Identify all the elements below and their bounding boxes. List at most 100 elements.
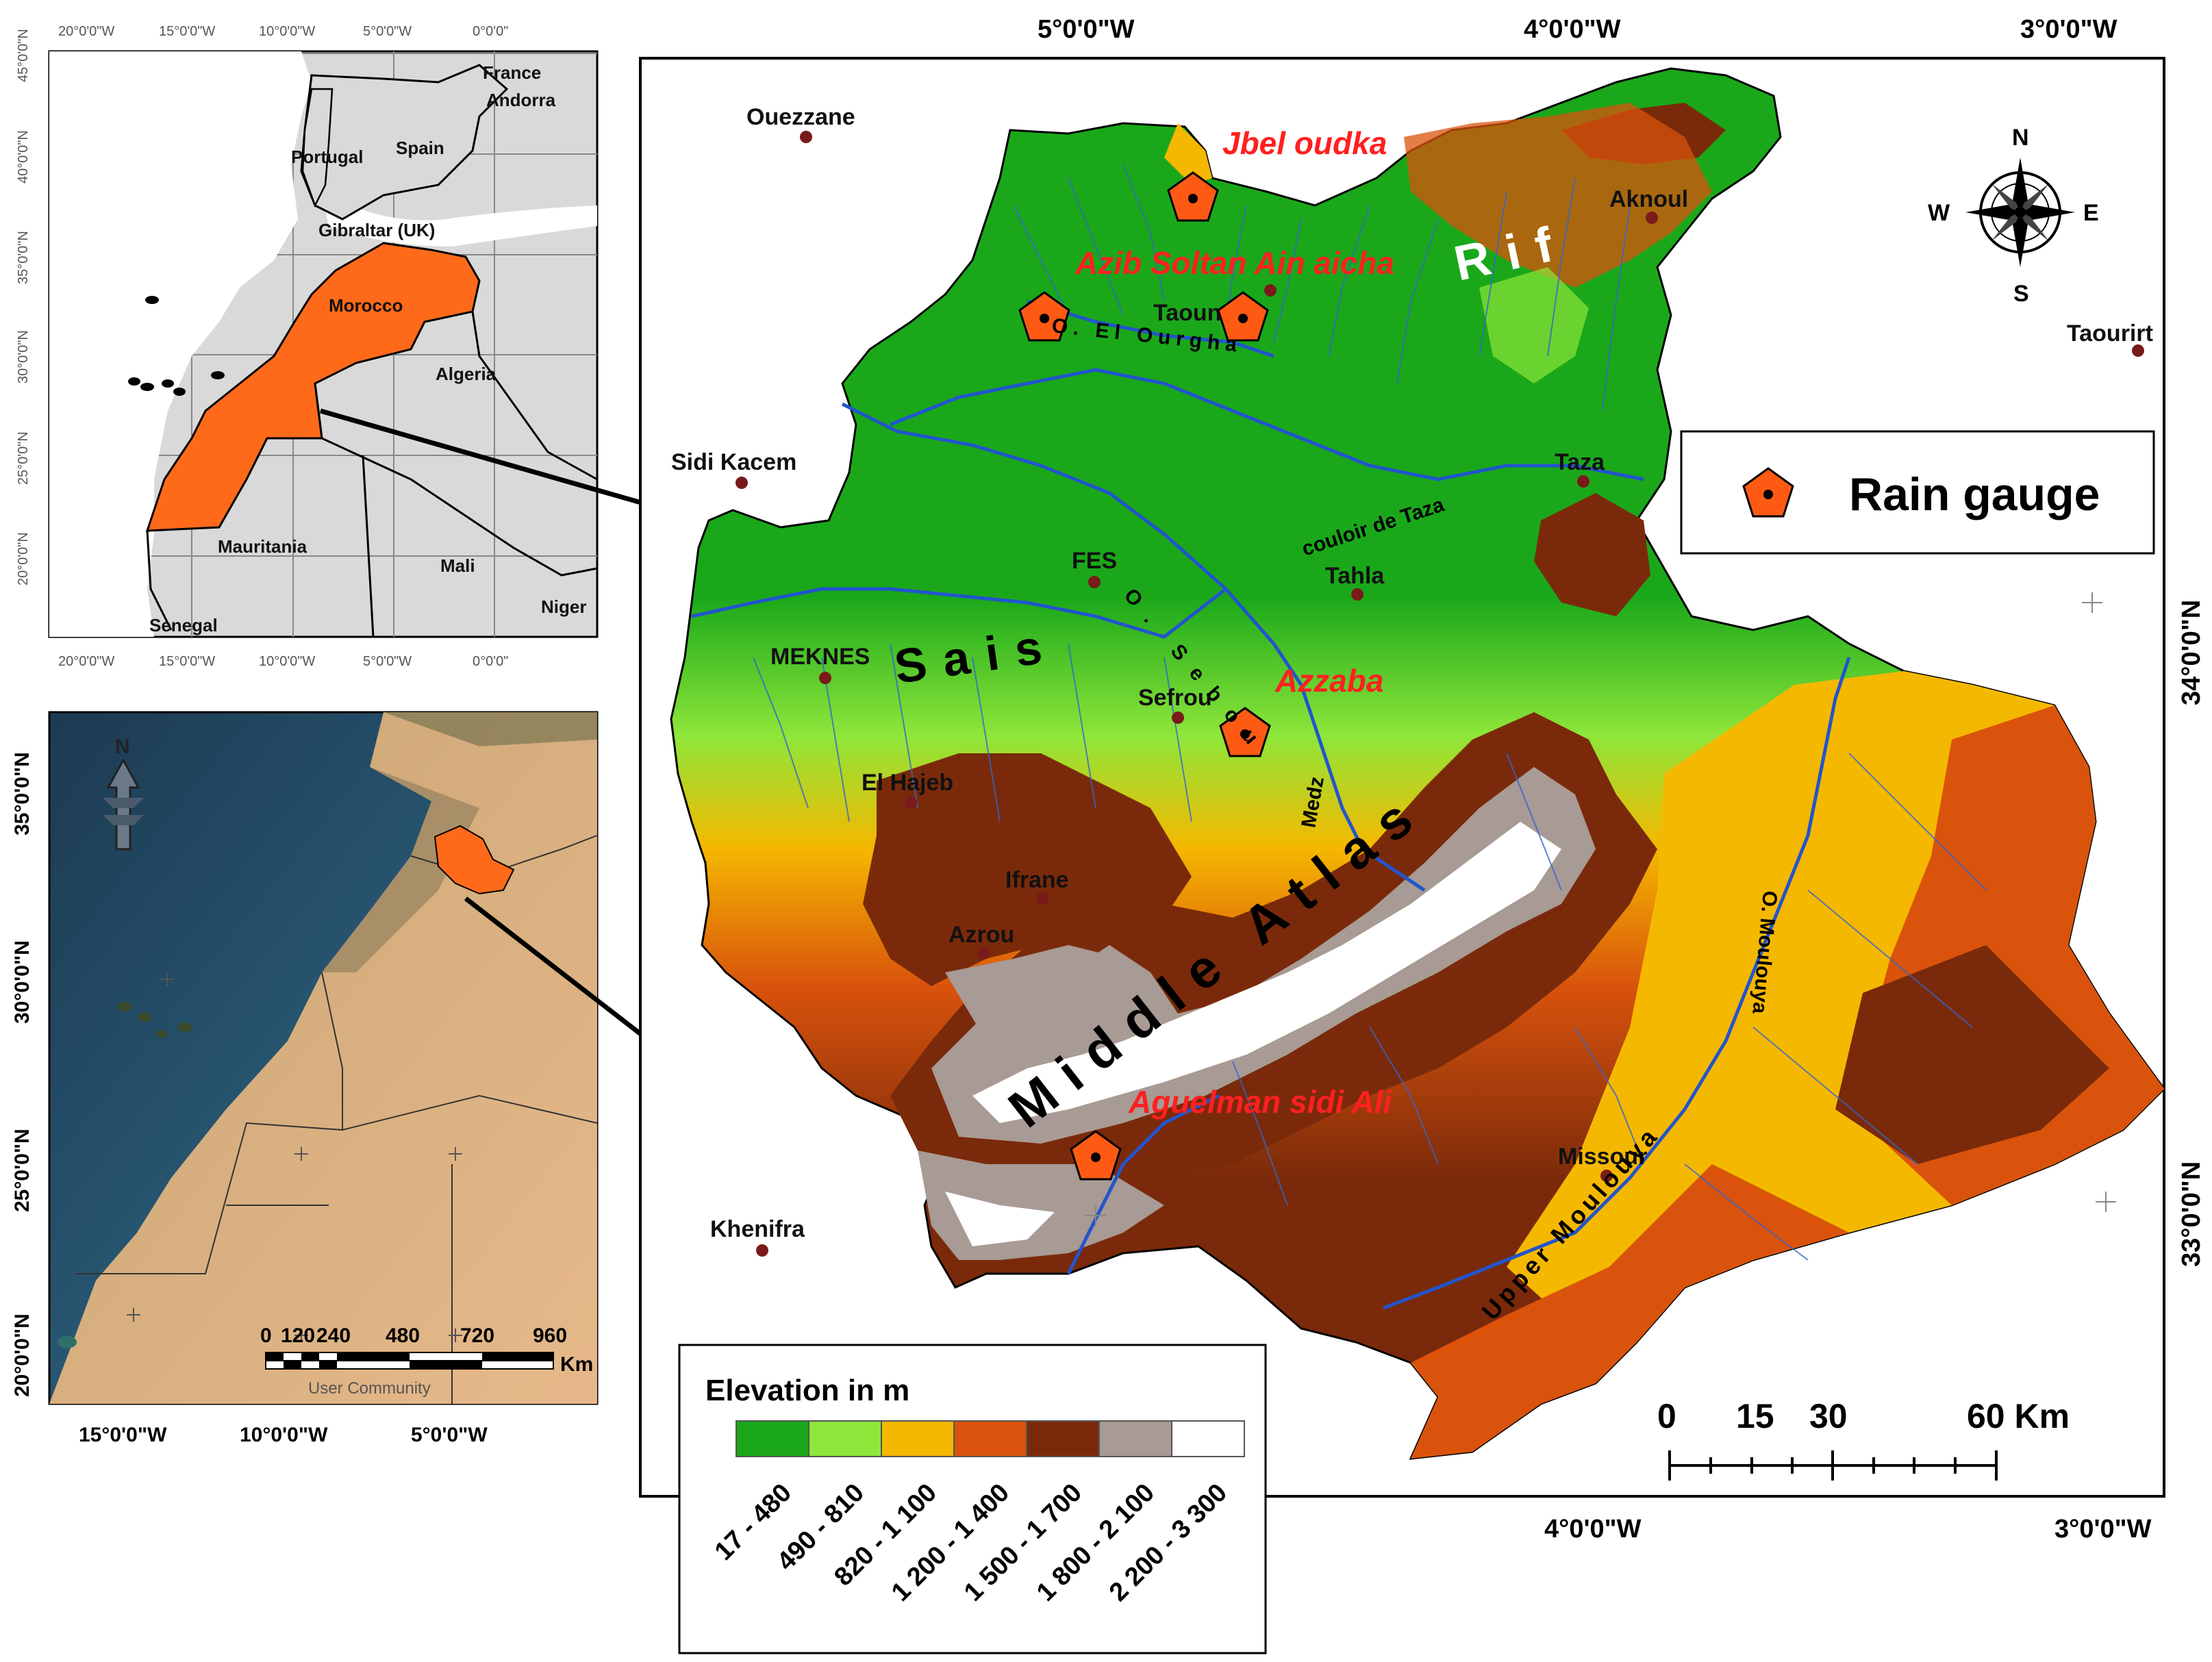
svg-text:5°0'0"W: 5°0'0"W: [411, 1424, 488, 1446]
main-coord-labels: 5°0'0"W 4°0'0"W 3°0'0"W 4°0'0"W 3°0'0"W …: [1038, 15, 2206, 1544]
label-niger: Niger: [541, 596, 586, 617]
svg-text:240: 240: [316, 1324, 351, 1347]
legend-swatch: [1098, 1420, 1172, 1457]
compass-s: S: [2013, 281, 2029, 307]
city-missour: Missour: [1558, 1144, 1647, 1170]
svg-text:10°0'0"W: 10°0'0"W: [259, 654, 315, 669]
legend-swatch: [736, 1420, 809, 1457]
label-spain: Spain: [396, 138, 444, 158]
svg-text:4°0'0"W: 4°0'0"W: [1544, 1515, 1642, 1544]
svg-text:33°0'0"N: 33°0'0"N: [2177, 1161, 2206, 1267]
legend-swatch: [881, 1420, 955, 1457]
satellite-lon-labels: 15°0'0"W 10°0'0"W 5°0'0"W: [79, 1424, 488, 1446]
svg-text:10°0'0"W: 10°0'0"W: [240, 1424, 328, 1446]
svg-text:Km: Km: [560, 1353, 593, 1376]
study-area-highlight: [433, 824, 515, 895]
svg-text:10°0'0"W: 10°0'0"W: [259, 24, 315, 39]
rain-gauge-legend: Rain gauge: [1680, 430, 2155, 555]
rain-gauges: [1018, 171, 1271, 1181]
svg-text:20°0'0"W: 20°0'0"W: [58, 654, 114, 669]
station-aguelman-sidi-ali: Aguelman sidi Ali: [1128, 1084, 1392, 1120]
inset-lat-labels: 45°0'0"N 40°0'0"N 35°0'0"N 30°0'0"N 25°0…: [16, 29, 31, 586]
svg-text:480: 480: [386, 1324, 420, 1347]
city-taza: Taza: [1555, 449, 1605, 475]
svg-text:4°0'0"W: 4°0'0"W: [1524, 15, 1621, 44]
svg-text:35°0'0"N: 35°0'0"N: [16, 231, 31, 284]
svg-text:34°0'0"N: 34°0'0"N: [2177, 600, 2206, 705]
svg-text:5°0'0"W: 5°0'0"W: [363, 24, 412, 39]
svg-text:0: 0: [260, 1324, 272, 1347]
rain-gauge-azib-2: [1217, 291, 1269, 342]
svg-text:15°0'0"W: 15°0'0"W: [159, 654, 215, 669]
legend-swatch: [1026, 1420, 1100, 1457]
city-taourirt: Taourirt: [2067, 320, 2153, 347]
svg-text:15°0'0"W: 15°0'0"W: [79, 1424, 167, 1446]
station-jbel-oudka: Jbel oudka: [1222, 125, 1387, 161]
label-andorra: Andorra: [486, 90, 556, 110]
inset-locator-map: France Andorra Spain Portugal Gibraltar …: [16, 24, 599, 669]
rain-gauge-jbel-oudka: [1167, 171, 1219, 222]
svg-text:45°0'0"N: 45°0'0"N: [16, 29, 31, 82]
svg-text:20°0'0"W: 20°0'0"W: [58, 24, 114, 39]
legend-swatch: [953, 1420, 1027, 1457]
city-ifrane: Ifrane: [1005, 867, 1069, 893]
svg-text:720: 720: [460, 1324, 494, 1347]
label-senegal: Senegal: [149, 615, 218, 635]
city-azrou: Azrou: [948, 922, 1014, 948]
main-map: N S E W Ouezzane Sidi Kacem Aknoul Taour…: [639, 15, 2206, 1544]
compass-n: N: [2012, 125, 2029, 151]
inset-satellite-map: N 0 120 240 480 720 960: [11, 711, 599, 1446]
connector-line-top: [320, 408, 675, 515]
label-gibraltar: Gibraltar (UK): [318, 220, 435, 240]
legend-swatch: [1171, 1420, 1245, 1457]
label-portugal: Portugal: [291, 147, 363, 167]
svg-text:0°0'0": 0°0'0": [473, 24, 508, 39]
satellite-islands: [58, 1002, 192, 1348]
svg-text:15: 15: [1736, 1397, 1774, 1435]
city-khenifra: Khenifra: [710, 1216, 805, 1242]
svg-text:N: N: [115, 735, 130, 758]
main-scale-bar: 0 15 30 60 Km: [1657, 1397, 2070, 1481]
svg-text:20°0'0"N: 20°0'0"N: [16, 532, 31, 586]
compass-e: E: [2083, 200, 2099, 226]
station-azib-soltan: Azib Soltan Ain aicha: [1074, 245, 1394, 281]
minor-rivers: [753, 164, 1987, 1261]
rain-gauge-azib-1: [1018, 291, 1070, 342]
label-mali: Mali: [440, 555, 475, 576]
svg-text:30°0'0"N: 30°0'0"N: [16, 330, 31, 383]
legend-swatches: [736, 1420, 1245, 1457]
label-france: France: [483, 62, 541, 83]
svg-text:30: 30: [1809, 1397, 1848, 1435]
satellite-north-arrow: N: [103, 735, 144, 851]
svg-text:40°0'0"N: 40°0'0"N: [16, 130, 31, 184]
svg-text:5°0'0"W: 5°0'0"W: [363, 654, 412, 669]
compass-w: W: [1928, 200, 1950, 226]
city-markers: [736, 131, 2144, 1257]
svg-text:5°0'0"W: 5°0'0"W: [1038, 15, 1135, 44]
svg-text:0°0'0": 0°0'0": [473, 654, 508, 669]
canary-islands: [128, 296, 225, 396]
svg-text:15°0'0"W: 15°0'0"W: [159, 24, 215, 39]
satellite-grid-ticks: [127, 972, 462, 1342]
city-fes: FES: [1072, 548, 1117, 574]
svg-text:3°0'0"W: 3°0'0"W: [2020, 15, 2117, 44]
svg-text:60 Km: 60 Km: [1967, 1397, 2070, 1435]
inset-ocean: [49, 51, 312, 637]
city-el-hajeb: El Hajeb: [862, 770, 953, 796]
city-tahla: Tahla: [1325, 563, 1385, 589]
svg-text:960: 960: [533, 1324, 567, 1347]
rain-gauge-azzaba: [1219, 707, 1271, 757]
svg-text:25°0'0"N: 25°0'0"N: [11, 1129, 34, 1212]
svg-text:20°0'0"N: 20°0'0"N: [11, 1313, 34, 1397]
satellite-lat-labels: 35°0'0"N 30°0'0"N 25°0'0"N 20°0'0"N: [11, 752, 34, 1397]
label-algeria: Algeria: [436, 364, 497, 384]
svg-text:3°0'0"W: 3°0'0"W: [2054, 1515, 2152, 1544]
svg-text:120: 120: [281, 1324, 315, 1347]
legend-swatch: [808, 1420, 882, 1457]
elevation-legend-title: Elevation in m: [705, 1374, 909, 1407]
svg-text:35°0'0"N: 35°0'0"N: [11, 752, 34, 835]
city-ouezzane: Ouezzane: [746, 104, 855, 130]
